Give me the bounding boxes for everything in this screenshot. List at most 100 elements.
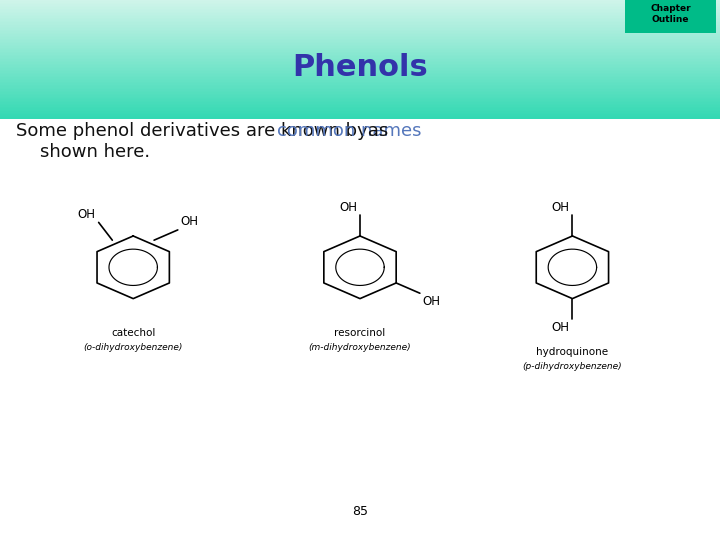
Polygon shape xyxy=(0,117,720,119)
Polygon shape xyxy=(0,85,720,86)
Text: OH: OH xyxy=(339,201,357,214)
Polygon shape xyxy=(0,9,720,10)
Polygon shape xyxy=(0,56,720,58)
Text: shown here.: shown here. xyxy=(40,143,150,161)
Text: resorcinol: resorcinol xyxy=(334,328,386,339)
Polygon shape xyxy=(0,80,720,82)
Polygon shape xyxy=(0,48,720,49)
Polygon shape xyxy=(0,31,720,32)
Polygon shape xyxy=(0,116,720,117)
Polygon shape xyxy=(0,103,720,104)
Polygon shape xyxy=(0,105,720,107)
Text: OH: OH xyxy=(181,215,199,228)
Text: OH: OH xyxy=(423,295,441,308)
Polygon shape xyxy=(0,83,720,85)
Polygon shape xyxy=(0,25,720,26)
Text: (o-dihydroxybenzene): (o-dihydroxybenzene) xyxy=(84,343,183,353)
Polygon shape xyxy=(0,74,720,76)
Polygon shape xyxy=(0,65,720,67)
Text: OH: OH xyxy=(78,208,96,221)
Polygon shape xyxy=(0,26,720,28)
Polygon shape xyxy=(0,95,720,97)
Polygon shape xyxy=(0,92,720,93)
Polygon shape xyxy=(0,110,720,111)
Polygon shape xyxy=(0,15,720,16)
Polygon shape xyxy=(0,36,720,37)
Polygon shape xyxy=(0,86,720,87)
Polygon shape xyxy=(0,53,720,55)
Polygon shape xyxy=(0,73,720,74)
Polygon shape xyxy=(0,113,720,114)
Polygon shape xyxy=(0,93,720,95)
Polygon shape xyxy=(0,4,720,6)
Polygon shape xyxy=(0,49,720,50)
Text: Some phenol derivatives are known by: Some phenol derivatives are known by xyxy=(16,122,374,139)
Polygon shape xyxy=(0,6,720,8)
Polygon shape xyxy=(0,89,720,91)
Polygon shape xyxy=(0,99,720,101)
Polygon shape xyxy=(0,62,720,64)
Polygon shape xyxy=(0,21,720,22)
Polygon shape xyxy=(0,109,720,110)
Polygon shape xyxy=(0,19,720,21)
Text: 85: 85 xyxy=(352,505,368,518)
Polygon shape xyxy=(0,55,720,56)
Polygon shape xyxy=(0,101,720,103)
Polygon shape xyxy=(0,68,720,70)
Polygon shape xyxy=(0,107,720,109)
Text: OH: OH xyxy=(552,321,570,334)
Polygon shape xyxy=(0,64,720,65)
Polygon shape xyxy=(0,45,720,46)
Polygon shape xyxy=(0,28,720,30)
Polygon shape xyxy=(0,82,720,83)
Polygon shape xyxy=(0,79,720,80)
Polygon shape xyxy=(0,34,720,36)
Polygon shape xyxy=(0,67,720,68)
Polygon shape xyxy=(0,30,720,31)
Polygon shape xyxy=(0,3,720,4)
Polygon shape xyxy=(0,111,720,113)
Polygon shape xyxy=(0,97,720,98)
Polygon shape xyxy=(0,46,720,48)
Polygon shape xyxy=(0,114,720,116)
Polygon shape xyxy=(0,59,720,61)
Text: OH: OH xyxy=(552,201,570,214)
Text: catechol: catechol xyxy=(111,328,156,339)
Polygon shape xyxy=(0,2,720,3)
Text: as: as xyxy=(361,122,388,139)
Polygon shape xyxy=(0,8,720,9)
Polygon shape xyxy=(0,43,720,45)
Polygon shape xyxy=(0,76,720,77)
Polygon shape xyxy=(0,10,720,12)
Polygon shape xyxy=(0,70,720,71)
Polygon shape xyxy=(0,24,720,25)
Polygon shape xyxy=(0,14,720,15)
FancyBboxPatch shape xyxy=(625,0,716,33)
Polygon shape xyxy=(0,18,720,19)
Polygon shape xyxy=(0,71,720,73)
Polygon shape xyxy=(0,77,720,79)
Polygon shape xyxy=(0,38,720,40)
Polygon shape xyxy=(0,58,720,59)
Polygon shape xyxy=(0,52,720,53)
Polygon shape xyxy=(0,40,720,42)
Polygon shape xyxy=(0,42,720,43)
Polygon shape xyxy=(0,0,720,2)
Polygon shape xyxy=(0,50,720,52)
Text: hydroquinone: hydroquinone xyxy=(536,347,608,357)
Polygon shape xyxy=(0,104,720,105)
Polygon shape xyxy=(0,61,720,62)
Text: Phenols: Phenols xyxy=(292,53,428,82)
Text: (m-dihydroxybenzene): (m-dihydroxybenzene) xyxy=(309,343,411,353)
Polygon shape xyxy=(0,16,720,18)
Text: Chapter
Outline: Chapter Outline xyxy=(650,4,691,24)
Text: (p-dihydroxybenzene): (p-dihydroxybenzene) xyxy=(523,362,622,372)
Polygon shape xyxy=(0,98,720,99)
Text: common names: common names xyxy=(277,122,421,139)
Polygon shape xyxy=(0,12,720,14)
Polygon shape xyxy=(0,22,720,24)
Polygon shape xyxy=(0,87,720,89)
Polygon shape xyxy=(0,91,720,92)
Polygon shape xyxy=(0,32,720,34)
Polygon shape xyxy=(0,37,720,38)
